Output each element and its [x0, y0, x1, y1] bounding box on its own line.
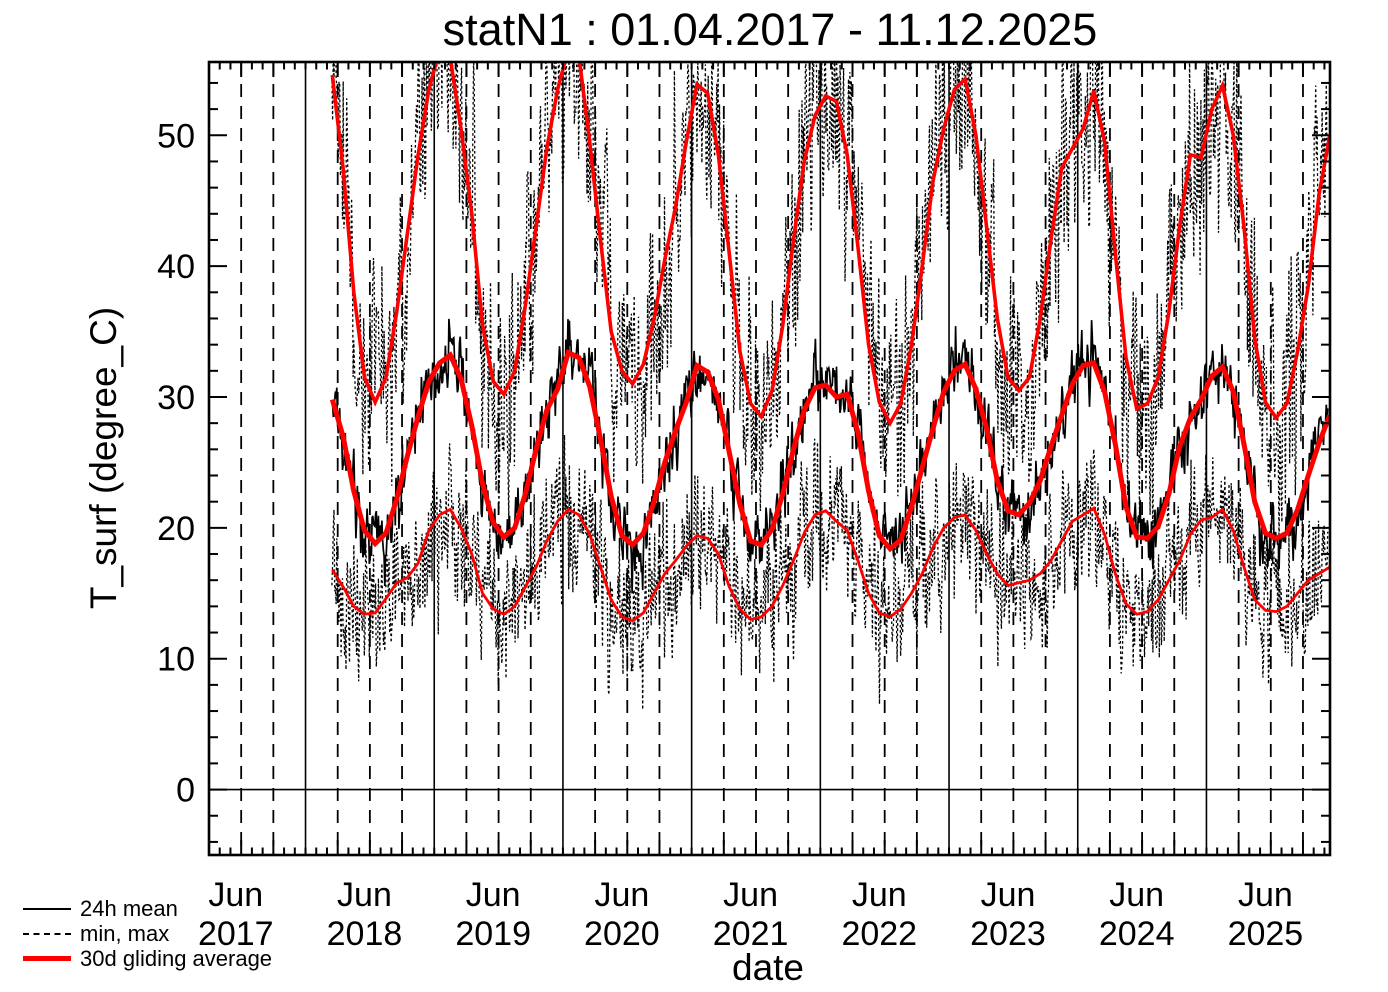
legend-line-sample-solid [23, 907, 71, 910]
y-tick-label: 30 [157, 379, 195, 417]
chart-title: statN1 : 01.04.2017 - 11.12.2025 [442, 4, 1098, 55]
x-tick-year-label: 2024 [1099, 915, 1175, 953]
grid-lines [209, 62, 1330, 855]
x-tick-year-label: 2017 [198, 915, 274, 953]
axes-frame [207, 60, 1332, 857]
y-axis-title: T_surf (degree_C) [83, 306, 124, 610]
legend-line-sample-dashed [23, 932, 71, 935]
y-tick-label: 0 [176, 772, 195, 810]
x-tick-month-label: Jun [466, 876, 521, 914]
axis-ticks [209, 62, 1330, 855]
x-tick-month-label: Jun [981, 876, 1036, 914]
x-tick-year-label: 2018 [327, 915, 403, 953]
series-30d-average-2 [331, 506, 1330, 623]
data-series [329, 62, 1330, 710]
series-30d-average-1 [329, 348, 1330, 553]
series-daily-min-dashed [331, 434, 1329, 710]
y-tick-label: 20 [157, 510, 195, 548]
x-tick-month-label: Jun [723, 876, 778, 914]
x-axis-title: date [731, 947, 805, 988]
x-tick-year-label: 2022 [841, 915, 917, 953]
y-tick-label: 50 [157, 117, 195, 155]
legend: 24h mean min, max 30d gliding average [23, 896, 272, 971]
legend-label: 24h mean [80, 896, 178, 921]
x-tick-year-label: 2020 [584, 915, 660, 953]
legend-item-min-max: min, max [23, 921, 272, 946]
x-tick-year-label: 2019 [455, 915, 531, 953]
legend-label: min, max [80, 921, 170, 946]
x-tick-year-label: 2025 [1228, 915, 1304, 953]
x-tick-month-label: Jun [1238, 876, 1293, 914]
x-tick-month-label: Jun [1109, 876, 1164, 914]
x-tick-year-label: 2021 [713, 915, 789, 953]
tick-labels: 01020304050Jun2017Jun2018Jun2019Jun2020J… [157, 117, 1303, 953]
x-tick-month-label: Jun [208, 876, 263, 914]
legend-line-sample-red [23, 956, 71, 961]
y-tick-label: 10 [157, 641, 195, 679]
y-tick-label: 40 [157, 248, 195, 286]
x-tick-month-label: Jun [594, 876, 649, 914]
legend-label: 30d gliding average [80, 946, 273, 971]
x-tick-month-label: Jun [337, 876, 392, 914]
x-tick-month-label: Jun [852, 876, 907, 914]
legend-item-30d-average: 30d gliding average [23, 946, 272, 971]
x-tick-year-label: 2023 [970, 915, 1046, 953]
legend-item-24h-mean: 24h mean [23, 896, 272, 921]
series-30d-average-0 [330, 62, 1330, 428]
